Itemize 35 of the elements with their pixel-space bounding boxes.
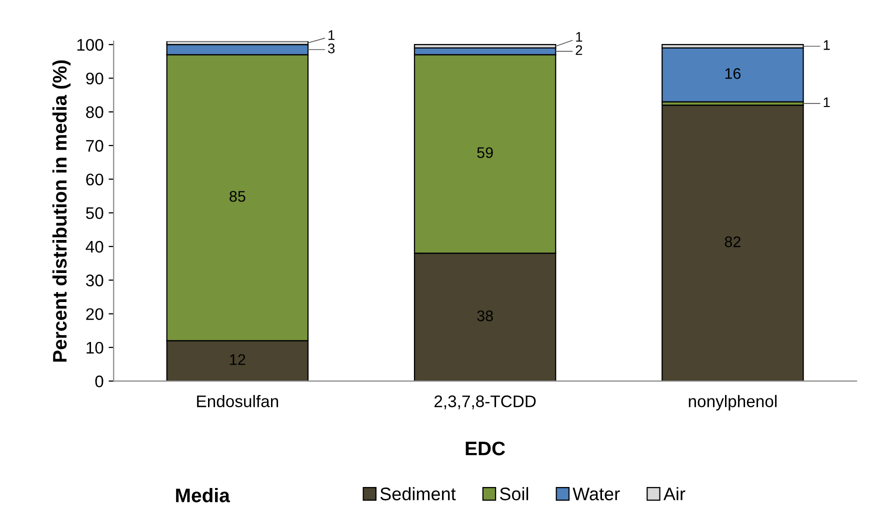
y-tick-label: 60 [86, 174, 104, 186]
y-tick-label: 30 [86, 274, 104, 286]
bar [662, 104, 804, 382]
legend-label: Water [572, 488, 620, 500]
data-label: 38 [477, 310, 493, 322]
y-tick-label: 50 [86, 207, 104, 220]
y-tick-label: 40 [86, 240, 104, 253]
y-tick-label: 20 [86, 308, 104, 320]
y-tick-label: 100 [77, 38, 104, 51]
data-label: 12 [230, 354, 246, 365]
x-tick-label: Endosulfan [197, 394, 278, 408]
data-label: 2 [576, 45, 582, 55]
legend-label: Soil [500, 487, 528, 500]
data-label: 59 [477, 147, 493, 158]
x-axis-title: EDC [466, 442, 506, 456]
data-label: 16 [725, 68, 741, 79]
data-label: 3 [328, 44, 335, 54]
y-tick-label: 90 [86, 72, 104, 84]
y-tick-label: 10 [86, 342, 104, 354]
y-axis-title: Percent distribution in media (%) [52, 60, 71, 362]
data-label: 82 [724, 236, 740, 248]
legend-label: Sediment [380, 487, 456, 500]
y-tick-label: 0 [95, 376, 104, 388]
x-tick-label: nonylphenol [688, 394, 777, 411]
data-label: 85 [230, 190, 246, 202]
data-label: 1 [576, 32, 582, 42]
bar [662, 47, 804, 102]
data-label: 1 [824, 97, 830, 108]
data-label: 1 [824, 40, 830, 50]
data-label: 1 [328, 30, 335, 40]
legend-label: Air [663, 487, 686, 500]
y-tick-label: 70 [86, 140, 104, 152]
x-tick-label: 2,3,7,8-TCDD [434, 395, 536, 410]
legend-title: Media [176, 488, 230, 502]
y-tick-label: 80 [86, 106, 104, 118]
